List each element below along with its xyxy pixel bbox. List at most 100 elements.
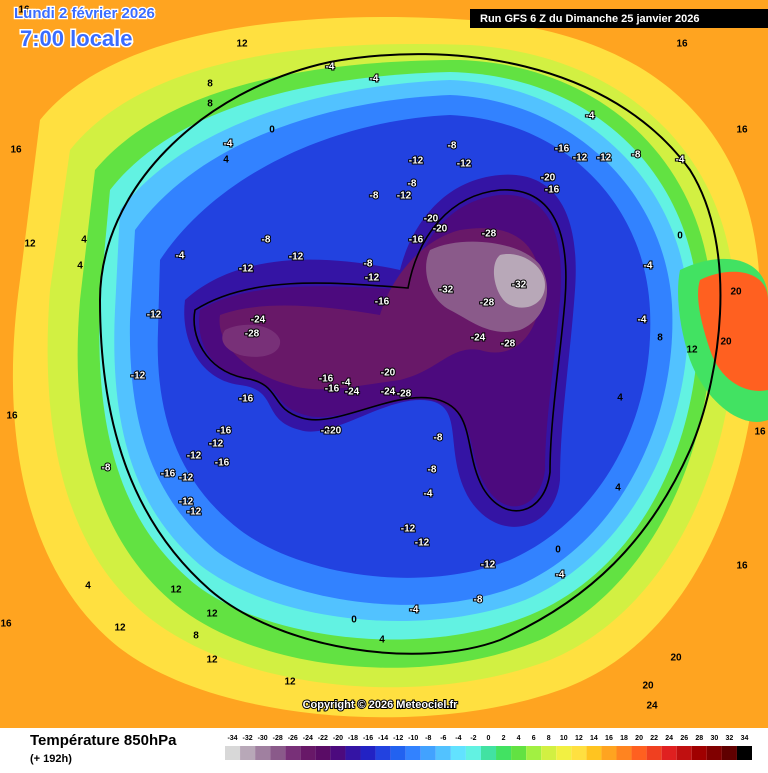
contour-label: -4: [342, 378, 351, 389]
scale-swatch: [511, 746, 527, 760]
scale-label: 12: [575, 735, 583, 742]
contour-label: -20: [541, 173, 556, 184]
contour-label: -8: [364, 259, 373, 270]
contour-label: -4: [556, 570, 565, 581]
scale-label: -24: [303, 735, 313, 742]
contour-label: 4: [81, 235, 87, 246]
contour-label: 12: [24, 239, 36, 250]
scale-swatch: [435, 746, 451, 760]
contour-label: 16: [736, 561, 748, 572]
contour-label: -4: [410, 605, 419, 616]
contour-label: -28: [397, 389, 412, 400]
legend-title: Température 850hPa: [30, 732, 177, 749]
scale-label: -16: [363, 735, 373, 742]
scale-swatch: [706, 746, 722, 760]
contour-label: -12: [289, 252, 304, 263]
contour-label: -28: [482, 229, 497, 240]
scale-label: -14: [378, 735, 388, 742]
scale-swatch: [691, 746, 707, 760]
scale-swatch: [465, 746, 481, 760]
scale-swatch: [300, 746, 316, 760]
scale-label: 18: [620, 735, 628, 742]
scale-label: 16: [605, 735, 613, 742]
scale-label: 10: [560, 735, 568, 742]
contour-label: 8: [657, 333, 663, 344]
contour-label: -12: [597, 153, 612, 164]
scale-label: -22: [318, 735, 328, 742]
scale-label: -32: [243, 735, 253, 742]
contour-label: -20: [321, 426, 336, 437]
contour-label: -8: [262, 235, 271, 246]
scale-swatch: [676, 746, 692, 760]
contour-label: 24: [646, 701, 658, 712]
contour-label: -24: [251, 315, 266, 326]
contour-label: -16: [319, 374, 334, 385]
scale-swatch: [556, 746, 572, 760]
contour-label: -12: [131, 371, 146, 382]
contour-label: -4: [224, 139, 233, 150]
contour-label: 12: [206, 655, 218, 666]
scale-swatch: [420, 746, 436, 760]
scale-label: -6: [440, 735, 446, 742]
scale-label: 22: [650, 735, 658, 742]
scale-label: -2: [470, 735, 476, 742]
color-scale: -34 -32 -30 -28 -26 -24 -22 -20 -18 -16 -14 -12 -10-…: [225, 735, 752, 760]
scale-label: -30: [258, 735, 268, 742]
contour-label: -16: [555, 144, 570, 155]
contour-label: -16: [375, 297, 390, 308]
contour-label: 12: [206, 609, 218, 620]
contour-label: 8: [207, 99, 213, 110]
scale-label: 6: [532, 735, 536, 742]
contour-label: -24: [381, 387, 396, 398]
contour-label: -4: [370, 74, 379, 85]
contour-label: -8: [474, 595, 483, 606]
forecast-date: Lundi 2 février 2026: [14, 5, 155, 22]
contour-label: -28: [501, 339, 516, 350]
contour-label: -4: [586, 111, 595, 122]
contour-label: 8: [193, 631, 199, 642]
scale-label: -34: [227, 735, 237, 742]
contour-label: -28: [245, 329, 260, 340]
contour-label: -4: [644, 261, 653, 272]
scale-label: 26: [680, 735, 688, 742]
contour-label: -32: [439, 285, 454, 296]
contour-label: -8: [448, 141, 457, 152]
zero-contour: [98, 53, 722, 655]
contour-label: -12: [415, 538, 430, 549]
contour-label: 20: [730, 287, 742, 298]
contour-label: 4: [85, 581, 91, 592]
contour-label: -12: [397, 191, 412, 202]
contour-label: 16: [6, 411, 18, 422]
contour-label: 0: [351, 615, 357, 626]
contour-label: 4: [77, 261, 83, 272]
scale-swatch: [631, 746, 647, 760]
contour-label: -16: [217, 426, 232, 437]
contour-label: 16: [10, 145, 22, 156]
scale-swatch: [405, 746, 421, 760]
scale-swatch: [480, 746, 497, 760]
contour-label: -12: [365, 273, 380, 284]
contour-label: -20: [433, 224, 448, 235]
contour-label: 12: [686, 345, 698, 356]
contour-label: -8: [632, 150, 641, 161]
scale-swatch: [360, 746, 376, 760]
contour-label: -4: [424, 489, 433, 500]
contour-label: 4: [223, 155, 229, 166]
scale-label: 32: [726, 735, 734, 742]
scale-swatch: [345, 746, 361, 760]
scale-swatch: [526, 746, 542, 760]
contour-label: 16: [0, 619, 12, 630]
contour-label: -12: [401, 524, 416, 535]
scale-swatch: [390, 746, 406, 760]
scale-label: -28: [273, 735, 283, 742]
contour-label: -4: [638, 315, 647, 326]
run-info: Run GFS 6 Z du Dimanche 25 janvier 2026: [480, 13, 699, 25]
contour-label: -4: [676, 155, 685, 166]
contour-label: 4: [379, 635, 385, 646]
contour-label: -16: [325, 384, 340, 395]
copyright: Copyright © 2026 Meteociel.fr: [303, 699, 459, 711]
scale-swatch: [661, 746, 677, 760]
contour-label: 12: [114, 623, 126, 634]
contour-label: 4: [617, 393, 623, 404]
minus-twenty-contour: [193, 189, 567, 512]
